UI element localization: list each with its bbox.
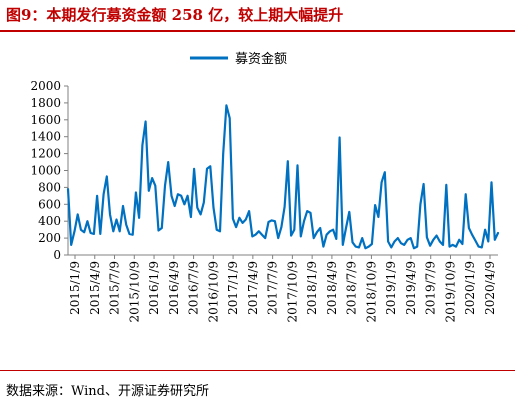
- x-tick-label: 2019/4/9: [404, 261, 418, 315]
- title-divider: [0, 30, 515, 32]
- x-tick-label: 2018/1/9: [305, 261, 319, 315]
- x-tick-label: 2018/4/9: [325, 261, 339, 315]
- x-tick-label: 2017/4/9: [246, 261, 260, 315]
- y-tick-label: 400: [38, 214, 61, 228]
- x-tick-label: 2015/10/9: [127, 261, 141, 323]
- source-divider: [0, 370, 515, 371]
- x-tick-label: 2019/7/9: [424, 261, 438, 315]
- x-tick-label: 2020/1/9: [463, 261, 477, 315]
- y-tick-label: 1400: [30, 130, 61, 144]
- series-line: [66, 104, 500, 250]
- y-tick-label: 1800: [30, 96, 61, 110]
- x-tick-label: 2016/1/9: [147, 261, 161, 315]
- title-bar: 图9：本期发行募资金额 258 亿，较上期大幅提升: [0, 0, 515, 28]
- x-tick-label: 2019/1/9: [384, 261, 398, 315]
- x-tick-label: 2018/10/9: [364, 261, 378, 323]
- x-tick-label: 2017/1/9: [226, 261, 240, 315]
- x-tick-label: 2015/1/9: [68, 261, 82, 315]
- chart-title: 图9：本期发行募资金额 258 亿，较上期大幅提升: [6, 6, 344, 24]
- x-tick-label: 2015/7/9: [108, 261, 122, 315]
- x-tick-label: 2018/7/9: [345, 261, 359, 315]
- x-tick-label: 2015/4/9: [88, 261, 102, 315]
- x-tick-label: 2019/10/9: [443, 261, 457, 323]
- x-tick-label: 2020/4/9: [483, 261, 497, 315]
- y-tick-label: 800: [38, 180, 61, 194]
- y-tick-label: 1200: [30, 147, 61, 161]
- x-tick-label: 2017/7/9: [266, 261, 280, 315]
- x-tick-label: 2016/10/9: [206, 261, 220, 323]
- y-tick-label: 600: [38, 197, 61, 211]
- x-tick-label: 2017/10/9: [285, 261, 299, 323]
- y-tick-label: 200: [38, 231, 61, 245]
- y-tick-label: 0: [53, 248, 61, 262]
- y-tick-label: 1600: [30, 113, 61, 127]
- source-note: 数据来源：Wind、开源证券研究所: [6, 384, 209, 399]
- x-tick-label: 2016/7/9: [187, 261, 201, 315]
- x-tick-label: 2016/4/9: [167, 261, 181, 315]
- y-tick-label: 2000: [30, 79, 61, 93]
- y-tick-label: 1000: [30, 164, 61, 178]
- line-chart: 0 200 400 600 800 1000 1200 1400 1600 1800 2000 201…: [30, 51, 500, 323]
- legend-label: 募资金额: [235, 51, 287, 67]
